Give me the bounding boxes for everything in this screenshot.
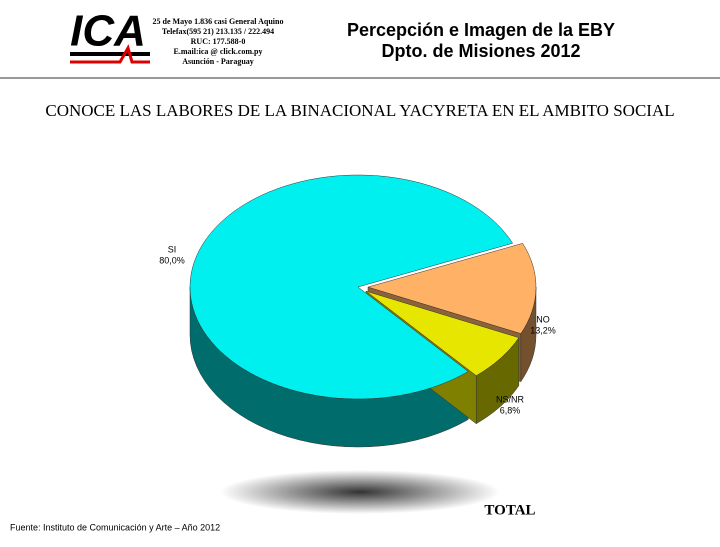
- slice-label: SI: [168, 244, 177, 254]
- chart-title: CONOCE LAS LABORES DE LA BINACIONAL YACY…: [45, 101, 674, 120]
- header-title: Dpto. de Misiones 2012: [381, 41, 580, 61]
- slice: [189, 174, 514, 400]
- value-label: 80,0%: [159, 255, 185, 265]
- address-line: Asunción - Paraguay: [182, 57, 254, 66]
- header-title: Percepción e Imagen de la EBY: [347, 20, 615, 40]
- logo: ICA: [70, 7, 150, 64]
- slice: [365, 290, 520, 377]
- address-line: RUC: 177.588-0: [191, 37, 246, 46]
- address-line: 25 de Mayo 1.836 casi General Aquino: [153, 17, 284, 26]
- value-label: 13,2%: [530, 325, 556, 335]
- logo-text: ICA: [70, 7, 146, 56]
- slice: [367, 243, 537, 334]
- footer: Fuente: Instituto de Comunicación y Arte…: [10, 522, 220, 532]
- value-label: 6,8%: [500, 405, 521, 415]
- slice-label: NO: [536, 314, 550, 324]
- address-line: E.mail:ica @ click.com.py: [174, 47, 263, 56]
- slice-label: NS/NR: [496, 394, 525, 404]
- address-line: Telefax(595 21) 213.135 / 222.494: [162, 27, 274, 36]
- shadow: [220, 470, 500, 514]
- caption: TOTAL: [484, 502, 535, 518]
